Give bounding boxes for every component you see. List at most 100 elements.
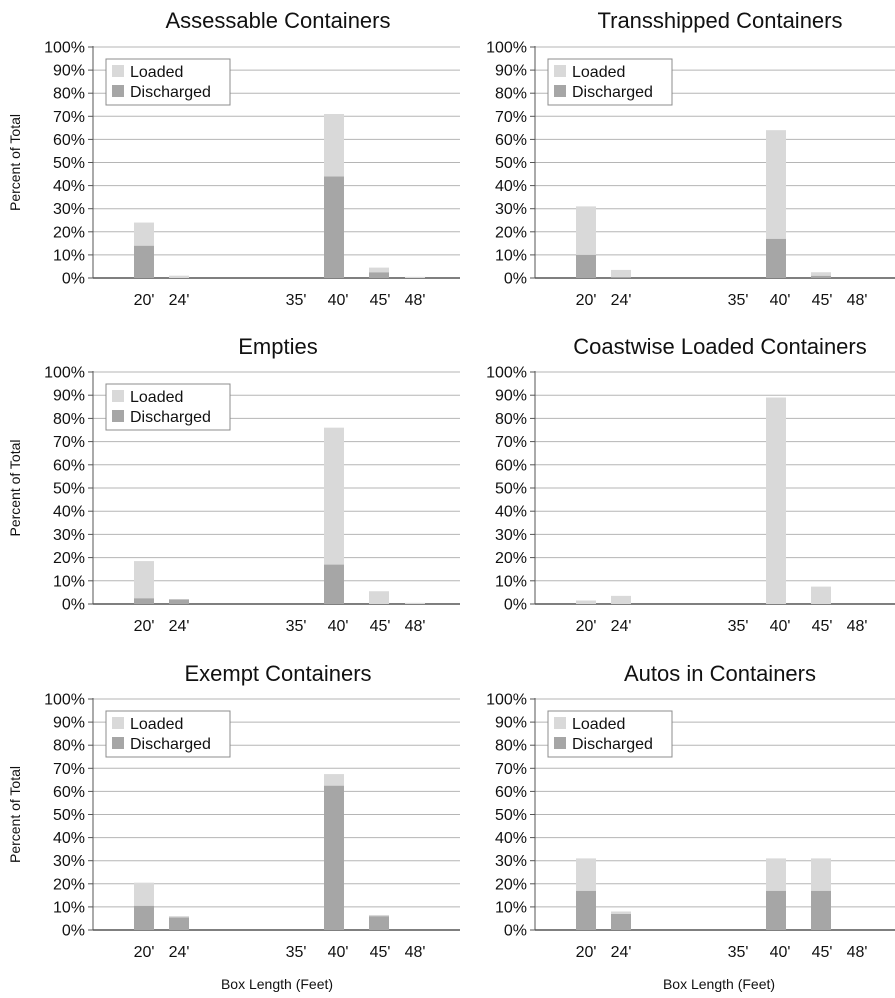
x-tick-label: 35' <box>728 944 749 961</box>
legend-swatch-loaded <box>112 390 124 402</box>
y-tick-label: 70% <box>53 761 85 778</box>
bar-loaded <box>576 600 596 604</box>
y-axis-label: Percent of Total <box>7 766 23 863</box>
x-tick-label: 35' <box>286 618 307 635</box>
x-tick-label: 45' <box>812 618 833 635</box>
bar-loaded <box>576 206 596 255</box>
y-tick-label: 70% <box>53 434 85 451</box>
y-tick-label: 100% <box>486 365 527 382</box>
legend-label-loaded: Loaded <box>572 716 625 733</box>
y-tick-label: 60% <box>53 132 85 149</box>
bar-discharged <box>766 238 786 278</box>
y-tick-label: 60% <box>495 132 527 149</box>
y-tick-label: 20% <box>53 224 85 241</box>
x-tick-label: 20' <box>134 618 155 635</box>
bar-loaded <box>369 591 389 604</box>
x-tick-label: 48' <box>847 944 868 961</box>
chart-title: Empties <box>238 334 317 359</box>
x-tick-label: 35' <box>286 944 307 961</box>
bar-discharged <box>811 275 831 278</box>
y-tick-label: 70% <box>495 434 527 451</box>
y-tick-label: 20% <box>53 550 85 567</box>
x-tick-label: 45' <box>370 292 391 309</box>
legend-label-loaded: Loaded <box>130 64 183 81</box>
y-tick-label: 20% <box>53 876 85 893</box>
y-tick-label: 80% <box>53 411 85 428</box>
legend-label-loaded: Loaded <box>572 64 625 81</box>
y-tick-label: 60% <box>495 784 527 801</box>
chart-panel-0: Assessable Containers 0% 10% 20% 30% 40% 50% 60… <box>7 8 460 309</box>
y-tick-label: 100% <box>44 365 85 382</box>
bar-loaded <box>169 916 189 918</box>
y-tick-label: 40% <box>53 504 85 521</box>
bar-loaded <box>169 275 189 278</box>
x-tick-label: 20' <box>576 944 597 961</box>
y-axis-label: Percent of Total <box>7 114 23 211</box>
bar-discharged <box>324 176 344 278</box>
bar-discharged <box>134 245 154 278</box>
y-tick-label: 10% <box>53 899 85 916</box>
bar-loaded <box>134 561 154 599</box>
x-tick-label: 35' <box>286 292 307 309</box>
x-tick-label: 20' <box>576 292 597 309</box>
x-tick-label: 35' <box>728 618 749 635</box>
legend-box <box>105 710 231 758</box>
legend-swatch-discharged <box>554 737 566 749</box>
legend-swatch-loaded <box>554 65 566 77</box>
bar-discharged <box>324 564 344 604</box>
bar-loaded <box>369 267 389 273</box>
legend-label-discharged: Discharged <box>130 409 211 426</box>
x-tick-label: 48' <box>847 618 868 635</box>
bar-loaded <box>324 427 344 565</box>
y-tick-label: 80% <box>53 738 85 755</box>
bar-loaded <box>405 276 425 278</box>
chart-title: Coastwise Loaded Containers <box>573 334 867 359</box>
legend-box <box>105 383 231 431</box>
legend-swatch-discharged <box>112 85 124 97</box>
bar-loaded <box>134 882 154 906</box>
bar-discharged <box>324 785 344 930</box>
bar-discharged <box>611 276 631 278</box>
legend-swatch-loaded <box>554 717 566 729</box>
chart-title: Transshipped Containers <box>598 8 843 33</box>
x-tick-label: 24' <box>169 618 190 635</box>
x-tick-label: 24' <box>611 292 632 309</box>
bar-loaded <box>611 595 631 604</box>
bar-discharged <box>576 254 596 278</box>
bar-loaded <box>766 130 786 239</box>
x-tick-label: 20' <box>576 618 597 635</box>
bar-loaded <box>766 858 786 891</box>
bar-discharged <box>576 890 596 930</box>
bar-discharged <box>369 272 389 278</box>
y-tick-label: 0% <box>62 271 85 288</box>
x-tick-label: 45' <box>370 618 391 635</box>
x-tick-label: 35' <box>728 292 749 309</box>
legend-swatch-loaded <box>112 65 124 77</box>
y-tick-label: 100% <box>486 40 527 57</box>
bar-discharged <box>611 913 631 930</box>
bar-loaded <box>811 586 831 604</box>
y-tick-label: 90% <box>53 388 85 405</box>
y-tick-label: 80% <box>495 86 527 103</box>
bar-discharged <box>811 890 831 930</box>
bar-loaded <box>611 269 631 277</box>
bar-loaded <box>134 222 154 246</box>
y-tick-label: 90% <box>495 63 527 80</box>
legend-swatch-loaded <box>112 717 124 729</box>
x-tick-label: 20' <box>134 944 155 961</box>
bar-discharged <box>134 905 154 930</box>
y-tick-label: 10% <box>53 573 85 590</box>
y-tick-label: 10% <box>495 899 527 916</box>
y-tick-label: 30% <box>495 201 527 218</box>
chart-panel-3: Coastwise Loaded Containers 0% 10% 20% 30% 40… <box>486 334 895 635</box>
legend-swatch-discharged <box>554 85 566 97</box>
legend-label-discharged: Discharged <box>572 84 653 101</box>
x-tick-label: 24' <box>169 944 190 961</box>
y-tick-label: 80% <box>495 411 527 428</box>
chart-title: Autos in Containers <box>624 661 816 686</box>
y-tick-label: 40% <box>495 504 527 521</box>
legend-box <box>547 58 673 106</box>
bar-loaded <box>405 602 425 604</box>
x-tick-label: 40' <box>328 944 349 961</box>
